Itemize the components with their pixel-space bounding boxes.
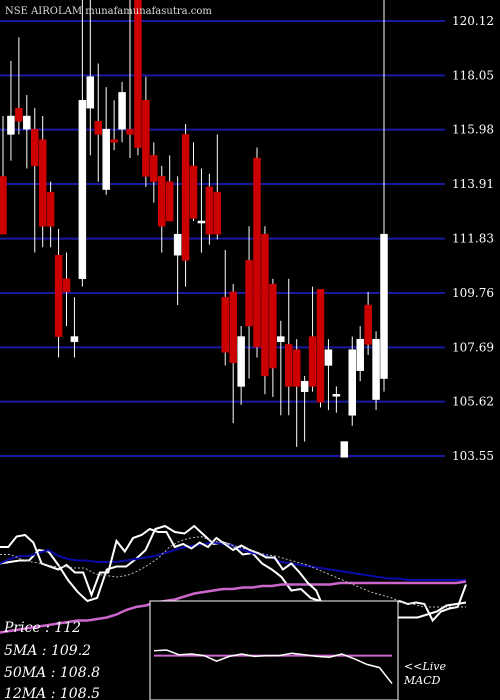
candle-body — [158, 176, 166, 227]
stat-12ma: 12MA : 108.5 — [4, 686, 100, 700]
candle-body — [150, 155, 158, 182]
candle-body — [221, 296, 229, 353]
stat-5ma: 5MA : 109.2 — [4, 643, 91, 659]
chart-title: NSE AIROLAM munafamunafasutra.com — [5, 6, 212, 17]
price-tick-label: 109.76 — [452, 286, 494, 300]
watermark: munafamunafasutra.com — [85, 6, 212, 17]
candle-body — [253, 157, 261, 348]
ma-line-12ma — [0, 580, 467, 634]
candle-body — [54, 254, 63, 337]
candle-body — [15, 107, 23, 122]
candle-body — [165, 181, 174, 222]
candle-body — [356, 338, 364, 371]
candle-body — [261, 233, 269, 377]
macd-line — [153, 649, 393, 685]
price-axis-ticks: 120.12 118.05 115.98 113.91 111.83 109.76 107.… — [452, 14, 494, 463]
candle-body — [364, 304, 372, 345]
price-tick-label: 120.12 — [452, 14, 494, 28]
candle-body — [173, 233, 182, 256]
candle-body — [332, 394, 341, 397]
ma-line-50ma — [0, 541, 466, 581]
candle-body — [308, 336, 317, 387]
candle-body — [269, 283, 277, 369]
macd-box — [149, 600, 399, 700]
candle-body — [189, 165, 198, 219]
candle-body — [7, 115, 15, 135]
candle-body — [0, 176, 7, 235]
candle-body — [38, 139, 47, 227]
candle-body — [300, 380, 309, 392]
candle-body — [86, 76, 95, 109]
candle-body — [380, 233, 388, 379]
candle-body — [142, 100, 150, 177]
candle-body — [324, 349, 333, 366]
candle-body — [110, 139, 118, 143]
candle-body — [277, 336, 285, 343]
price-tick-label: 113.91 — [452, 177, 494, 191]
price-tick-label: 111.83 — [452, 232, 494, 246]
candle-body — [245, 260, 253, 327]
stat-50ma: 50MA : 108.8 — [4, 665, 100, 681]
candle-body — [372, 338, 380, 400]
price-tick-label: 105.62 — [452, 395, 494, 409]
macd-panel — [153, 649, 393, 685]
candle-body — [31, 128, 39, 167]
candle-body — [78, 100, 87, 280]
candle-body — [285, 344, 293, 387]
candle-body — [348, 349, 356, 416]
candle-body — [46, 191, 55, 227]
candle-body — [340, 441, 349, 458]
candle-body — [118, 92, 126, 130]
macd-label-macd: MACD — [403, 674, 441, 687]
candle-body — [181, 134, 190, 261]
macd-label-live: <<Live — [404, 660, 446, 673]
candle-body — [237, 336, 245, 387]
candle-body — [94, 121, 102, 135]
candle-body — [126, 128, 134, 135]
candle-body — [102, 128, 110, 190]
ticker-symbol: NSE AIROLAM — [5, 6, 82, 17]
stats-readout: Price : 112 5MA : 109.2 50MA : 108.8 12M… — [3, 620, 100, 700]
candle-body — [70, 336, 79, 343]
candle-body — [213, 191, 222, 235]
candle-body — [197, 220, 206, 224]
candle-body — [62, 278, 71, 293]
price-tick-label: 118.05 — [452, 68, 494, 82]
candle-body — [229, 291, 237, 364]
price-tick-label: 115.98 — [452, 123, 494, 137]
candle-body — [292, 349, 301, 387]
price-tick-label: 103.55 — [452, 449, 494, 463]
candle-body — [205, 186, 214, 235]
candlesticks — [0, 0, 388, 458]
candle-body — [23, 115, 31, 130]
candle-body — [134, 0, 142, 148]
candle-body — [316, 289, 325, 403]
price-tick-label: 107.69 — [452, 340, 494, 354]
ma-line-ref — [0, 535, 466, 608]
stat-price: Price : 112 — [3, 620, 81, 636]
